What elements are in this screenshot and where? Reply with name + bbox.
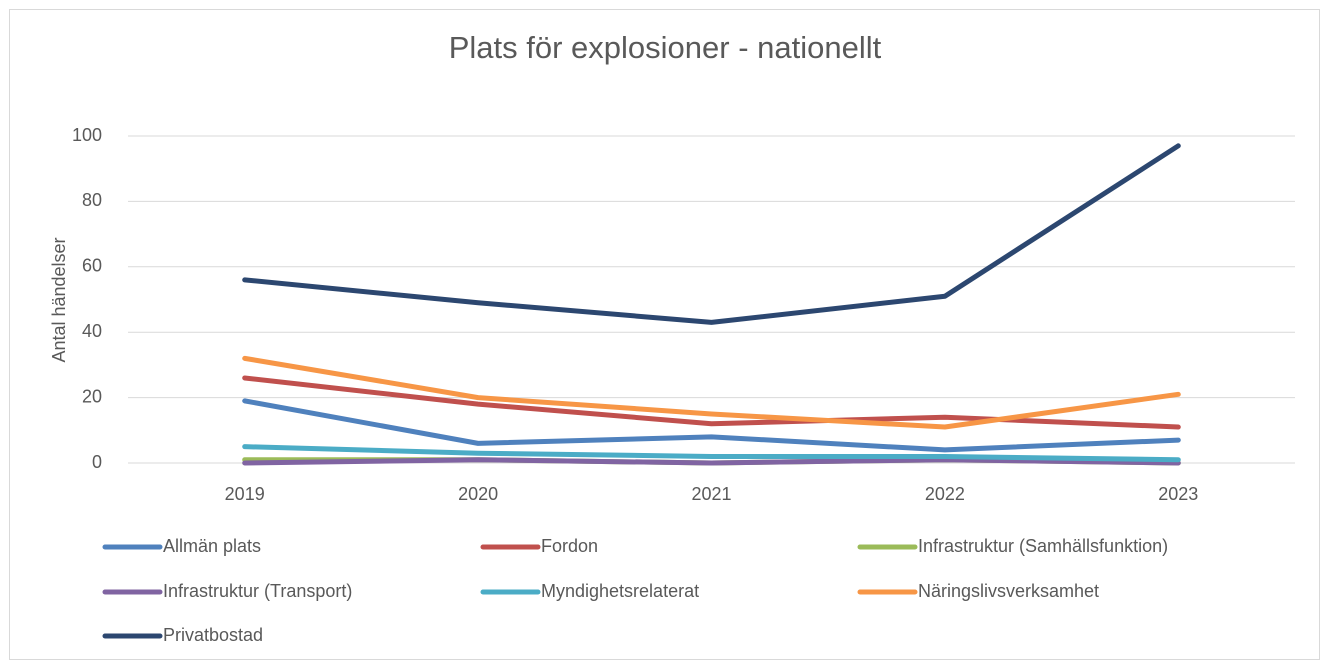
legend-label: Myndighetsrelaterat [541,581,699,601]
chart-border [9,9,1320,660]
y-tick-label: 20 [82,386,102,406]
y-tick-label: 0 [92,452,102,472]
legend-label: Privatbostad [163,625,263,645]
legend-label: Infrastruktur (Transport) [163,581,352,601]
legend-label: Näringslivsverksamhet [918,581,1099,601]
series-line [242,355,1181,430]
x-tick-label: 2020 [458,484,498,504]
y-tick-label: 40 [82,321,102,341]
x-tick-label: 2019 [225,484,265,504]
legend-label: Fordon [541,536,598,556]
x-tick-label: 2021 [691,484,731,504]
series-line [242,375,1181,430]
series-line [242,444,1181,463]
chart-title: Plats för explosioner - nationellt [449,30,882,65]
y-tick-label: 80 [82,190,102,210]
x-tick-label: 2022 [925,484,965,504]
y-tick-label: 100 [72,125,102,145]
series-line [242,457,1181,466]
y-tick-label: 60 [82,256,102,276]
legend-label: Infrastruktur (Samhällsfunktion) [918,536,1168,556]
legend-label: Allmän plats [163,536,261,556]
series-line [242,398,1181,453]
x-tick-label: 2023 [1158,484,1198,504]
series-line [242,143,1181,325]
y-axis-label: Antal händelser [49,237,69,362]
